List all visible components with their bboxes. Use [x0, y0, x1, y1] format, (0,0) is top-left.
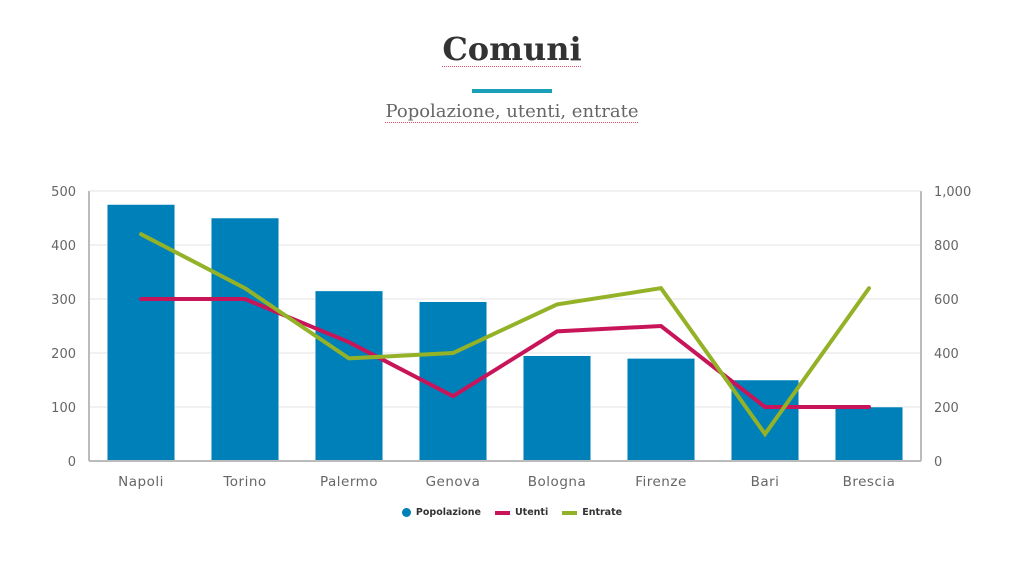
y-left-tick-label: 100 — [51, 401, 76, 416]
chart-subtitle-text: Popolazione, utenti, entrate — [385, 101, 639, 122]
bar-palermo[interactable] — [314, 290, 384, 462]
legend-label: Entrate — [582, 507, 623, 518]
x-tick-label: Bologna — [528, 474, 586, 490]
legend-item-entrate[interactable]: Entrate — [562, 507, 622, 518]
y-right-tick-label: 1,000 — [934, 185, 971, 200]
x-tick-label: Bari — [751, 474, 780, 490]
y-right-tick-label: 200 — [934, 401, 959, 416]
bar-torino[interactable] — [210, 217, 280, 462]
legend-line-icon — [494, 510, 510, 515]
x-tick-label: Napoli — [118, 474, 164, 490]
title-divider — [472, 89, 552, 93]
legend-dot-icon — [401, 508, 411, 517]
bar-brescia[interactable] — [834, 406, 904, 462]
axes: 0 100 200 300 400 500 0 200 400 600 800 1,000 Napoli… — [51, 185, 971, 490]
legend: Popolazione Utenti Entrate — [0, 507, 1024, 518]
legend-label: Utenti — [514, 507, 549, 518]
line-entrate[interactable] — [139, 232, 871, 438]
x-tick-label: Firenze — [635, 474, 687, 490]
chart-subtitle: Popolazione, utenti, entrate — [0, 101, 1024, 122]
line-series — [139, 232, 871, 438]
y-left-tick-label: 300 — [51, 293, 76, 308]
y-right-tick-label: 0 — [934, 455, 942, 470]
bar-bari[interactable] — [730, 379, 800, 462]
legend-line-icon — [562, 510, 578, 515]
y-left-tick-label: 500 — [51, 185, 76, 200]
x-tick-label: Genova — [426, 474, 481, 490]
legend-item-utenti[interactable]: Utenti — [494, 507, 549, 518]
x-tick-label: Torino — [222, 474, 266, 490]
bar-series-popolazione — [106, 204, 904, 462]
bar-napoli[interactable] — [106, 204, 176, 462]
x-tick-label: Palermo — [320, 474, 378, 490]
legend-item-popolazione[interactable]: Popolazione — [401, 507, 481, 518]
x-tick-label: Brescia — [843, 474, 896, 490]
bar-firenze[interactable] — [626, 358, 696, 462]
bar-bologna[interactable] — [522, 355, 592, 462]
line-utenti[interactable] — [139, 297, 871, 409]
legend-label: Popolazione — [415, 507, 481, 518]
y-left-tick-label: 0 — [68, 455, 76, 470]
chart-title: Comuni — [0, 30, 1024, 68]
y-right-tick-label: 800 — [934, 239, 959, 254]
y-left-tick-label: 400 — [51, 239, 76, 254]
chart-title-text: Comuni — [442, 30, 582, 68]
y-right-tick-label: 400 — [934, 347, 959, 362]
y-left-tick-label: 200 — [51, 347, 76, 362]
y-right-tick-label: 600 — [934, 293, 959, 308]
